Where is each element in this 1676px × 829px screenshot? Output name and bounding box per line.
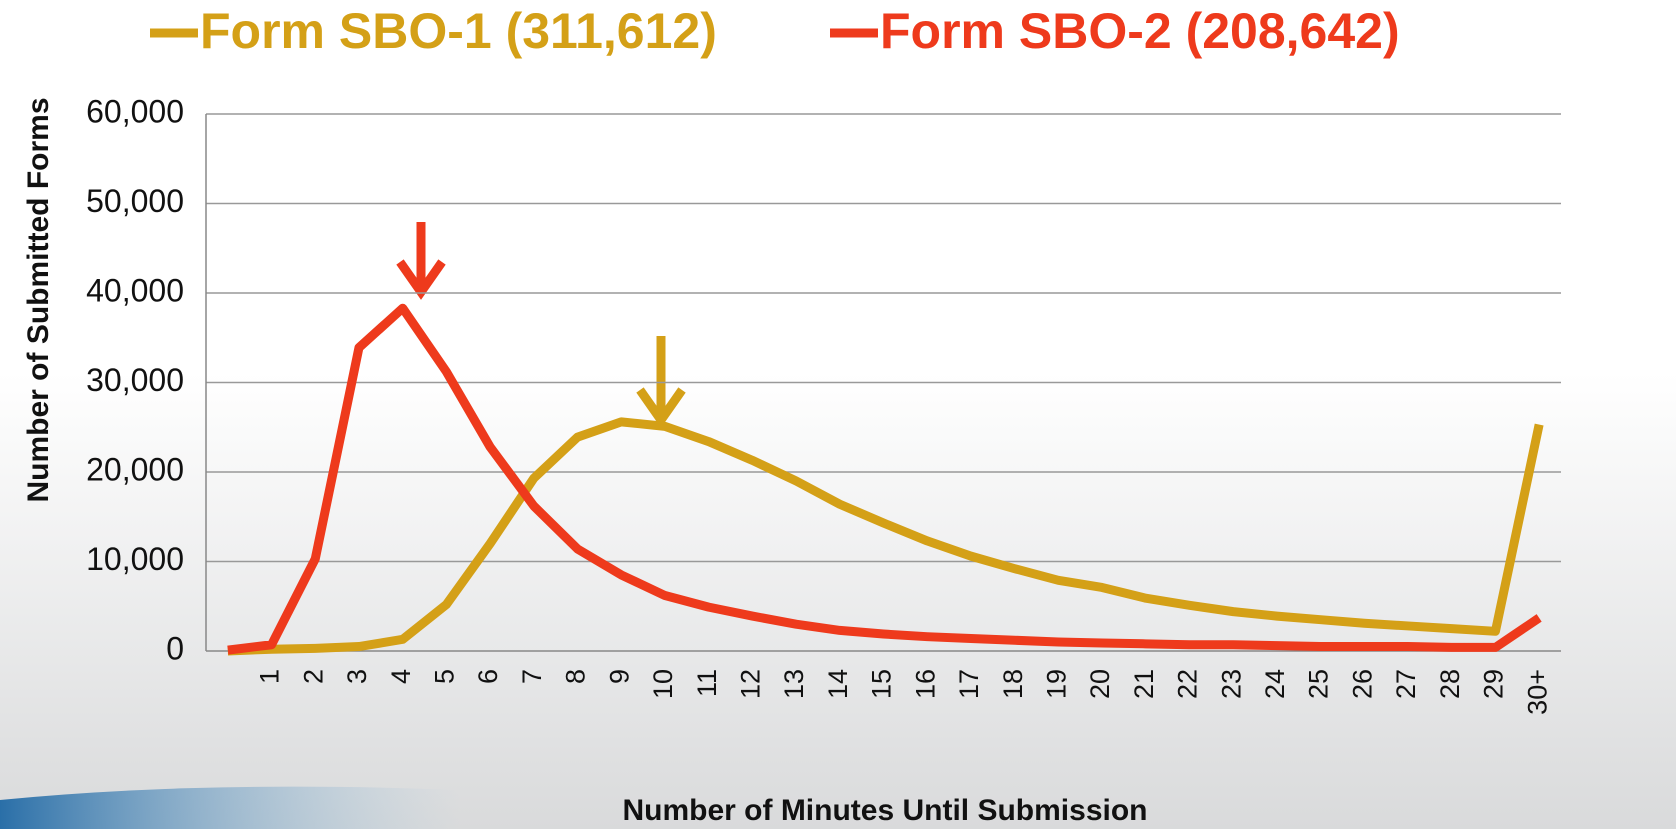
y-axis-label: Number of Submitted Forms: [22, 97, 55, 502]
x-tick-label: 23: [1216, 669, 1246, 699]
x-tick-label: 26: [1347, 669, 1377, 699]
y-tick-label: 30,000: [86, 362, 184, 398]
x-tick-label: 1: [255, 669, 285, 684]
x-tick-label: 10: [648, 669, 678, 699]
arrows: [396, 222, 686, 428]
x-tick-label: 18: [998, 669, 1028, 699]
x-tick-label: 21: [1129, 669, 1159, 699]
x-tick-label: 16: [910, 669, 940, 699]
x-tick-label: 20: [1085, 669, 1115, 699]
y-tick-label: 40,000: [86, 272, 184, 308]
x-tick-label: 3: [342, 669, 372, 684]
x-tick-label: 17: [954, 669, 984, 699]
line: [227, 303, 1542, 655]
x-tick-label: 24: [1260, 669, 1290, 699]
x-tick-label: 7: [517, 669, 547, 684]
x-tick-label: 4: [386, 669, 416, 684]
decoration: [0, 786, 460, 829]
line: [227, 417, 1544, 656]
x-tick-label: 9: [604, 669, 634, 684]
x-tick-label: 5: [430, 669, 460, 684]
x-axis-label: Number of Minutes Until Submission: [622, 794, 1147, 827]
x-tick-label: 30+: [1522, 669, 1552, 715]
y-tick-label: 60,000: [86, 93, 184, 129]
x-tick-label: 15: [867, 669, 897, 699]
x-tick-label: 2: [298, 669, 328, 684]
x-tick-label: 6: [473, 669, 503, 684]
x-tick-label: 14: [823, 669, 853, 699]
y-tick-label: 50,000: [86, 183, 184, 219]
y-tick-label: 0: [166, 630, 184, 666]
x-tick-label: 19: [1041, 669, 1071, 699]
x-tick-label: 28: [1435, 669, 1465, 699]
x-tick-label: 8: [561, 669, 591, 684]
x-tick-label: 12: [735, 669, 765, 699]
x-tick-label: 25: [1304, 669, 1334, 699]
x-tick-label: 27: [1391, 669, 1421, 699]
y-tick-label: 20,000: [86, 451, 184, 487]
y-tick-label: 10,000: [86, 541, 184, 577]
x-tick-label: 11: [692, 669, 722, 697]
x-tick-label: 29: [1479, 669, 1509, 699]
x-tick-label: 22: [1173, 669, 1203, 699]
legend-label: Form SBO-1 (311,612): [200, 3, 717, 59]
legend-label: Form SBO-2 (208,642): [880, 3, 1400, 59]
x-tick-label: 13: [779, 669, 809, 699]
